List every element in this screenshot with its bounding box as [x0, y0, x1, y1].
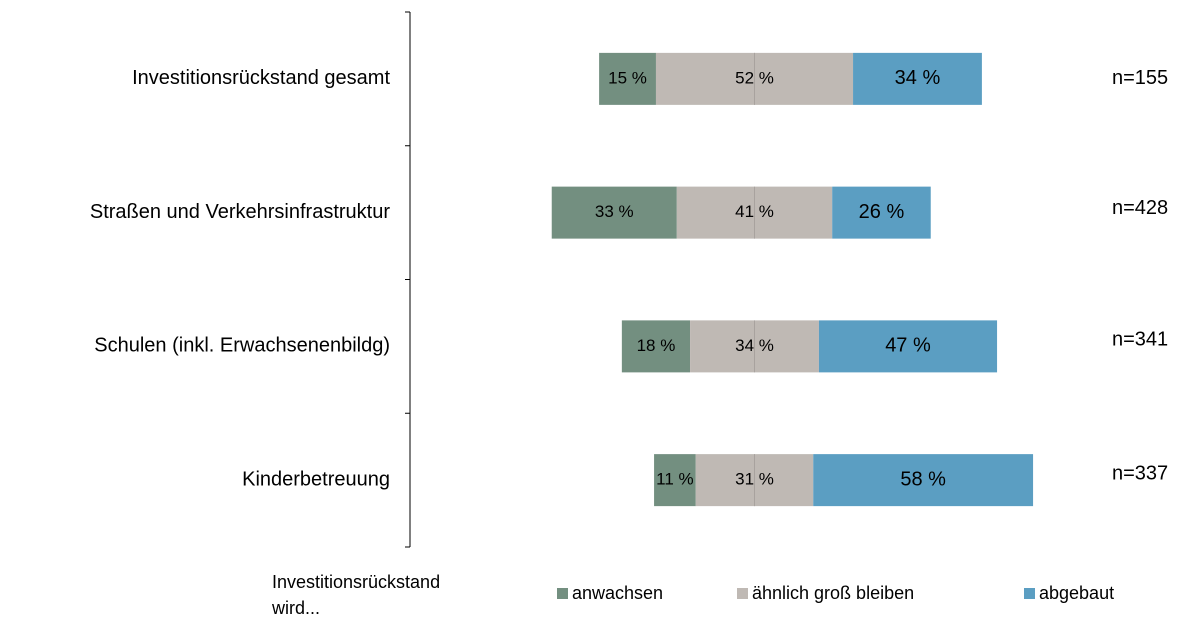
value-label: 15 % [608, 68, 647, 87]
legend-title: Investitionsrückstand [272, 572, 440, 592]
bar-segment [599, 52, 656, 105]
value-label: 58 % [900, 468, 946, 490]
legend-label: anwachsen [572, 583, 663, 603]
value-label: 26 % [859, 201, 905, 223]
bar-segment [654, 454, 696, 507]
n-label: n=155 [1112, 67, 1168, 89]
bar-segment [621, 320, 691, 373]
legend-label: abgebaut [1039, 583, 1114, 603]
legend-swatch [1024, 588, 1035, 599]
value-label: 18 % [637, 336, 676, 355]
category-label: Straßen und Verkehrsinfrastruktur [90, 201, 390, 223]
legend-swatch [737, 588, 748, 599]
n-label: n=428 [1112, 197, 1168, 219]
bar-segment [818, 320, 998, 373]
bar-segment [551, 186, 677, 239]
category-label: Schulen (inkl. Erwachsenenbildg) [94, 335, 390, 357]
legend-swatch [557, 588, 568, 599]
bar-segment [813, 454, 1034, 507]
bar-segment [853, 52, 982, 105]
category-label: Investitionsrückstand gesamt [132, 67, 390, 89]
legend-title: wird... [271, 598, 320, 618]
n-label: n=337 [1112, 462, 1168, 484]
category-label: Kinderbetreuung [242, 468, 390, 490]
value-label: 47 % [885, 335, 931, 357]
legend-label: ähnlich groß bleiben [752, 583, 914, 603]
n-label: n=341 [1112, 329, 1168, 351]
bar-segment [832, 186, 931, 239]
value-label: 34 % [895, 67, 941, 89]
value-label: 33 % [595, 202, 634, 221]
value-label: 11 % [656, 470, 694, 489]
